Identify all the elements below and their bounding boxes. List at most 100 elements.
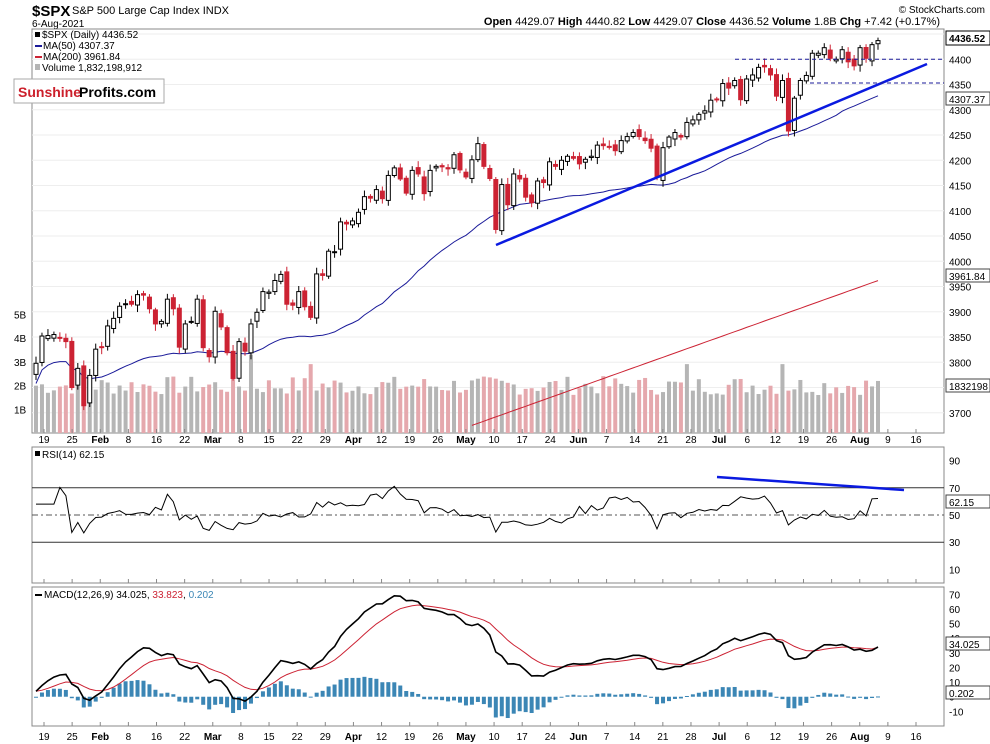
x-tick-label: 7: [604, 435, 610, 446]
x-tick-label: 10: [489, 732, 501, 743]
volume-tick-label: 3B: [14, 358, 27, 369]
candle-body: [433, 165, 439, 169]
volume-bar: [822, 383, 827, 433]
x-tick-label: Mar: [204, 435, 222, 446]
macd-tick-label: 20: [949, 663, 961, 674]
macd-histogram-bar: [272, 683, 277, 697]
macd-histogram-bar: [792, 696, 797, 709]
volume-bar: [625, 386, 630, 433]
volume-bar: [756, 394, 761, 433]
macd-histogram-bar: [505, 696, 510, 719]
candle-body: [200, 299, 206, 349]
price-tick-label: 4250: [949, 131, 972, 142]
price-legend: $SPX (Daily) 4436.52 MA(50) 4307.37 MA(2…: [35, 30, 143, 74]
x-tick-label: Aug: [850, 732, 869, 743]
rsi-line: [36, 485, 879, 534]
volume-bar: [858, 394, 863, 433]
macd-histogram-bar: [153, 689, 158, 697]
volume-bar: [708, 394, 713, 433]
candle-body: [409, 169, 415, 195]
volume-bar: [284, 393, 289, 433]
volume-bar: [135, 391, 140, 433]
macd-histogram-bar: [99, 696, 104, 698]
volume-bar: [661, 392, 666, 433]
volume-bar: [864, 380, 869, 433]
rsi-tick-label: 50: [949, 511, 961, 522]
x-tick-label: 17: [517, 435, 529, 446]
macd-histogram-bar: [93, 696, 98, 702]
volume-bar: [571, 394, 576, 433]
candle-body: [708, 99, 714, 113]
candle-body: [170, 297, 176, 310]
volume-bar: [774, 393, 779, 433]
x-tick-label: Jun: [570, 435, 588, 446]
candle-body: [851, 58, 857, 67]
candle-body: [588, 155, 594, 158]
volume-bar: [392, 376, 397, 433]
macd-histogram-bar: [326, 686, 331, 697]
x-tick-label: 8: [126, 435, 132, 446]
volume-bar: [39, 384, 44, 433]
close-tag-text: 4436.52: [949, 34, 986, 45]
macd-histogram-bar: [690, 694, 695, 697]
volume-bar: [786, 390, 791, 433]
volume-bar: [595, 393, 600, 433]
macd-line: [35, 594, 879, 702]
candle-body: [505, 183, 511, 206]
macd-histogram-bar: [631, 693, 636, 697]
rsi-tag: 62.15: [945, 494, 990, 509]
macd-tick-label: -10: [949, 707, 964, 718]
macd-histogram-bar: [601, 693, 606, 697]
volume-tick-label: 5B: [14, 310, 27, 321]
candle-body: [140, 293, 146, 296]
candle-body: [523, 177, 529, 198]
x-tick-label: 12: [770, 732, 782, 743]
macd-histogram-bar: [786, 696, 791, 709]
volume-bar: [637, 379, 642, 433]
macd-histogram-bar: [338, 679, 343, 697]
candle-body: [397, 167, 403, 180]
macd-tag: 34.025: [945, 636, 990, 651]
volume-bar: [541, 387, 546, 433]
x-tick-label: 19: [38, 435, 50, 446]
volume-bar: [219, 389, 224, 433]
macd-histogram-bar: [34, 696, 38, 698]
candle-body: [600, 143, 606, 147]
macd-histogram-bar: [81, 696, 86, 708]
candle-body: [415, 167, 421, 175]
sunshine-profits-logo: Sunshine Profits.com: [13, 78, 165, 104]
candle-body: [720, 83, 726, 102]
x-tick-label: 19: [404, 435, 416, 446]
uptrend-line: [495, 62, 928, 247]
macd-histogram-bar: [308, 696, 313, 698]
macd-tick-label: 50: [949, 620, 961, 631]
volume-bar: [475, 378, 480, 433]
volume-bar: [243, 390, 248, 433]
candle-body: [284, 271, 290, 305]
macd-histogram-bar: [416, 693, 421, 697]
volume-bar: [225, 391, 230, 433]
candle-body: [768, 68, 774, 76]
candle-body: [332, 251, 338, 254]
volume-bar: [440, 389, 445, 433]
volume-bar: [237, 386, 242, 433]
volume-bar: [338, 382, 343, 433]
candle-body: [672, 132, 678, 140]
candle-body: [457, 152, 463, 171]
candle-body: [326, 250, 332, 277]
candle-body: [857, 47, 863, 66]
candle-body: [726, 82, 732, 89]
candle-body: [660, 147, 666, 181]
volume-bar: [213, 382, 218, 433]
candle-body: [272, 279, 278, 293]
candle-body: [212, 310, 218, 358]
volume-bar: [308, 364, 313, 433]
macd-histogram-bar: [678, 696, 683, 699]
macd-histogram-bar: [237, 696, 242, 711]
volume-bar: [105, 382, 110, 433]
candle-body: [224, 327, 230, 354]
macd-histogram-bar: [762, 690, 767, 697]
volume-bar: [380, 382, 385, 433]
macd-histogram-bar: [643, 695, 648, 697]
macd-histogram-bar: [565, 695, 570, 697]
